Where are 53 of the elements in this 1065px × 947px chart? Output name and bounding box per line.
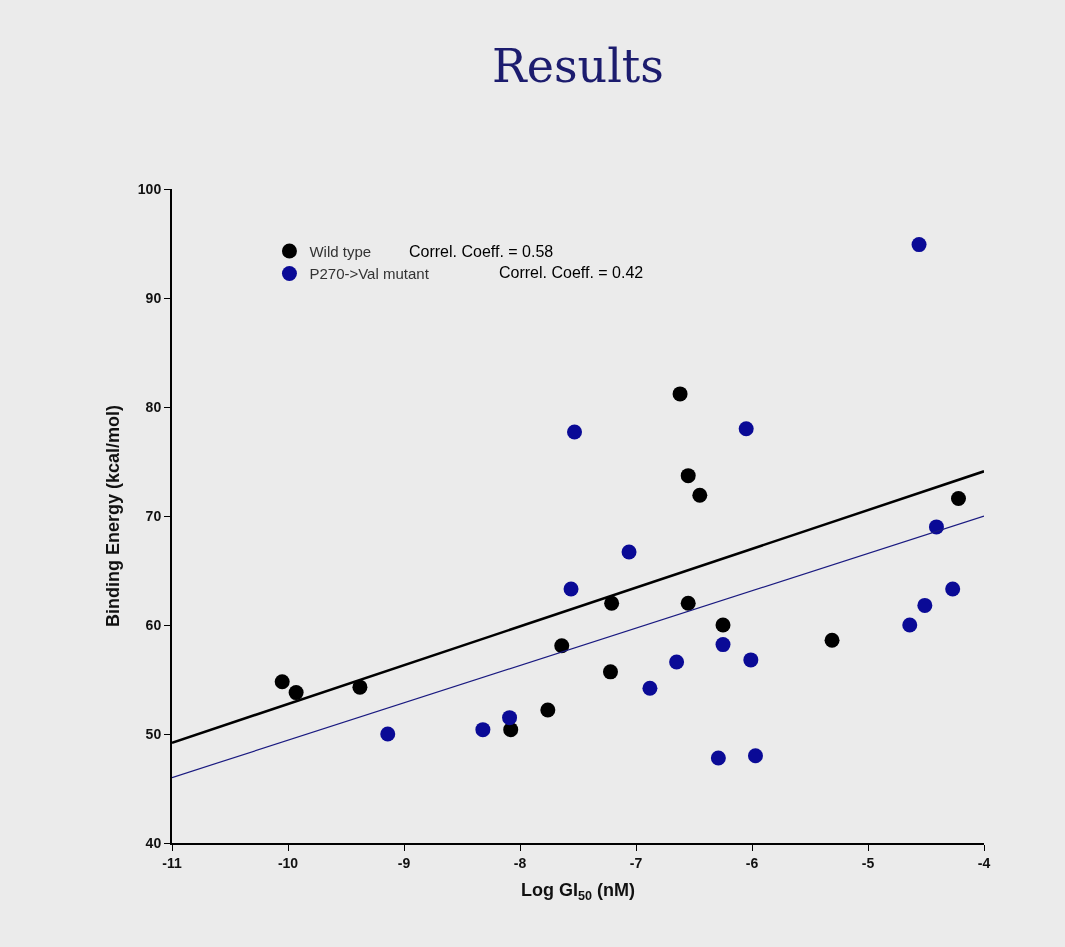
point xyxy=(911,237,927,253)
point xyxy=(738,421,754,437)
annotation: Correl. Coeff. = 0.42 xyxy=(499,264,644,281)
legend-label: P270->Val mutant xyxy=(309,265,430,283)
chart-title: Results xyxy=(492,39,664,94)
x-tick-label: -5 xyxy=(861,854,875,871)
point xyxy=(642,680,658,696)
x-tick-label: -10 xyxy=(277,854,299,871)
annotation: Correl. Coeff. = 0.58 xyxy=(409,243,554,260)
point xyxy=(274,674,290,690)
x-tick-label: -8 xyxy=(513,854,527,871)
point xyxy=(672,386,688,402)
point xyxy=(747,748,763,764)
point xyxy=(502,710,518,726)
point xyxy=(945,581,961,597)
point xyxy=(917,597,933,613)
y-tick-label: 40 xyxy=(145,834,162,851)
point xyxy=(602,664,618,680)
point xyxy=(743,652,759,668)
point xyxy=(352,679,368,695)
y-tick-label: 70 xyxy=(145,507,162,524)
point xyxy=(824,632,840,648)
x-tick-label: -7 xyxy=(629,854,643,871)
point xyxy=(567,424,583,440)
y-tick-label: 50 xyxy=(145,725,162,742)
point xyxy=(288,685,304,701)
point xyxy=(715,617,731,633)
x-tick-label: -6 xyxy=(745,854,759,871)
y-tick-label: 100 xyxy=(137,180,162,197)
point xyxy=(621,544,637,560)
point xyxy=(692,487,708,503)
point xyxy=(680,595,696,611)
y-axis-title: Binding Energy (kcal/mol) xyxy=(102,404,123,628)
point xyxy=(669,654,685,670)
x-axis-title: Log GI$_{50}$ (nM) xyxy=(521,880,635,904)
x-tick-label: -9 xyxy=(397,854,411,871)
point xyxy=(715,637,731,653)
point xyxy=(710,750,726,766)
point xyxy=(380,726,396,742)
point xyxy=(902,617,918,633)
point xyxy=(540,702,556,718)
point xyxy=(554,638,570,654)
point xyxy=(563,581,579,597)
point xyxy=(604,595,620,611)
y-tick-label: 80 xyxy=(145,398,162,415)
point xyxy=(680,468,696,484)
legend-label: Wild type xyxy=(309,242,372,260)
x-tick-label: -11 xyxy=(162,854,182,871)
y-tick-label: 60 xyxy=(145,616,162,633)
point xyxy=(475,722,491,738)
point xyxy=(950,491,966,507)
y-tick-label: 90 xyxy=(145,289,162,306)
x-tick-label: -4 xyxy=(977,854,991,871)
